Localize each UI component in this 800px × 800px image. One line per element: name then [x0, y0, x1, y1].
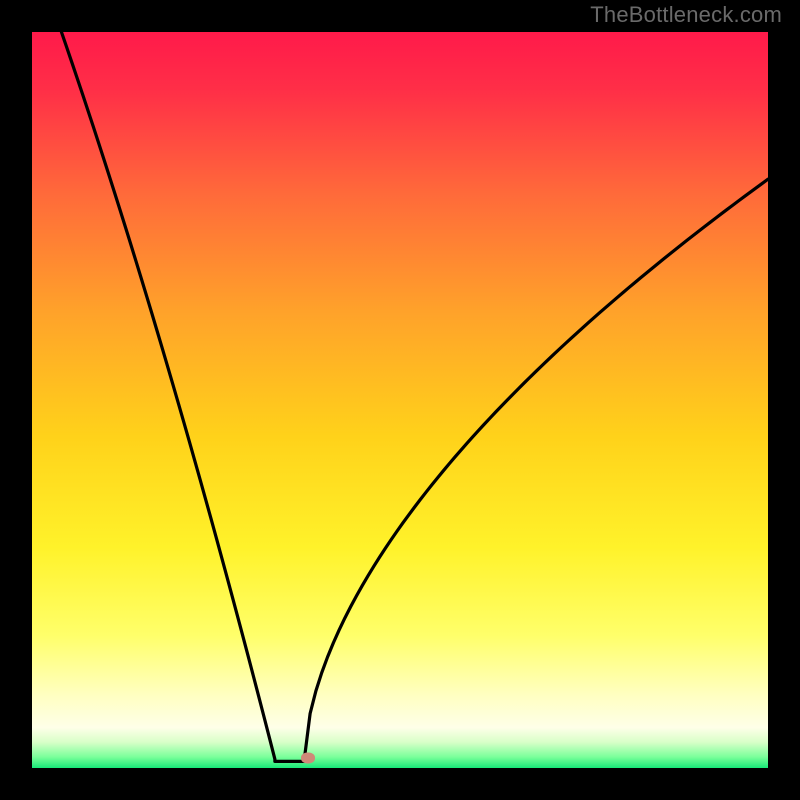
plot-area — [32, 32, 768, 768]
curve-path — [61, 32, 768, 761]
bottleneck-curve — [32, 32, 768, 768]
watermark-text: TheBottleneck.com — [590, 2, 782, 28]
optimal-marker — [301, 753, 315, 764]
